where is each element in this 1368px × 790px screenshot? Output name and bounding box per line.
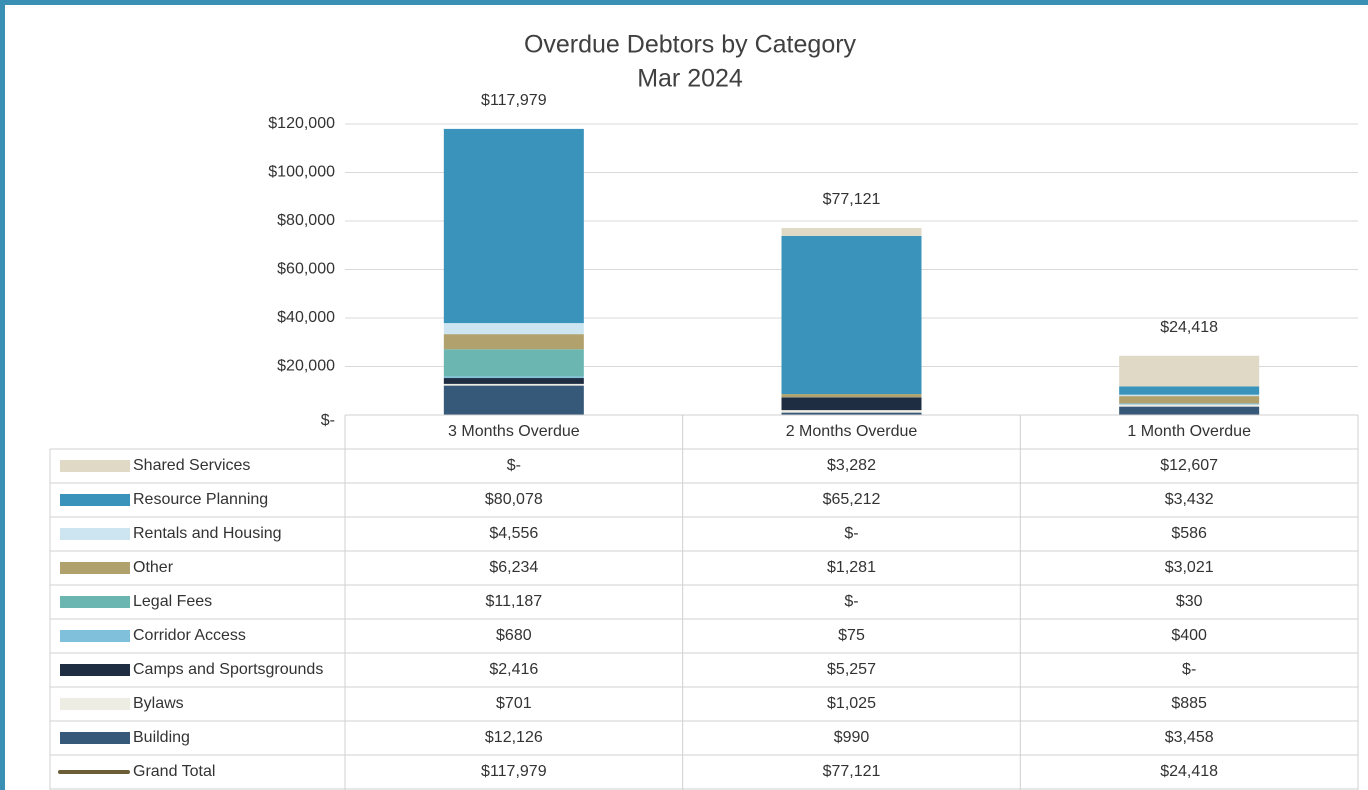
table-cell: $24,418	[1160, 763, 1218, 780]
bar-segment	[443, 378, 584, 384]
bar-segment	[1119, 404, 1260, 407]
table-cell: $30	[1176, 593, 1203, 610]
bar-segment	[443, 385, 584, 415]
x-tick-label: 1 Month Overdue	[1127, 423, 1251, 440]
legend-key	[60, 630, 130, 642]
legend-label: Legal Fees	[133, 593, 212, 610]
legend-key	[60, 664, 130, 676]
legend-key	[60, 528, 130, 540]
table-cell: $3,021	[1165, 559, 1214, 576]
bar-segment	[1119, 396, 1260, 404]
table-cell: $-	[507, 457, 521, 474]
table-cell: $6,234	[489, 559, 538, 576]
table-cell: $-	[844, 525, 858, 542]
legend-label: Bylaws	[133, 695, 184, 712]
table-cell: $75	[838, 627, 865, 644]
bar-segment	[781, 410, 922, 413]
bar-segment	[443, 383, 584, 386]
table-cell: $12,607	[1160, 457, 1218, 474]
bar-segment	[781, 412, 922, 415]
bar-segment	[443, 323, 584, 335]
table-cell: $-	[1182, 661, 1196, 678]
table-cell: $586	[1171, 525, 1207, 542]
table-cell: $3,282	[827, 457, 876, 474]
legend-key	[60, 494, 130, 506]
legend-key	[60, 596, 130, 608]
chart-title: Overdue Debtors by Category	[524, 31, 857, 59]
table-cell: $11,187	[486, 593, 543, 610]
bar-segment	[1119, 394, 1260, 397]
bar-segment	[443, 376, 584, 379]
legend-label: Rentals and Housing	[133, 525, 282, 542]
legend-key	[60, 732, 130, 744]
table-cell: $5,257	[827, 661, 876, 678]
y-tick-label: $80,000	[277, 212, 335, 229]
table-cell: $990	[834, 729, 870, 746]
bar-segment	[1119, 386, 1260, 395]
table-cell: $3,432	[1165, 491, 1214, 508]
table-cell: $-	[844, 593, 858, 610]
table-cell: $4,556	[489, 525, 538, 542]
bar-segment	[1119, 403, 1260, 405]
bar-segment	[781, 227, 922, 236]
table-cell: $77,121	[823, 763, 881, 780]
x-tick-label: 3 Months Overdue	[448, 423, 580, 440]
table-cell: $80,078	[485, 491, 543, 508]
y-tick-label: $20,000	[277, 358, 335, 375]
y-tick-label: $-	[321, 412, 335, 429]
bar-segment	[443, 334, 584, 350]
y-tick-label: $100,000	[268, 164, 335, 181]
total-label: $117,979	[481, 92, 547, 109]
table-cell: $65,212	[823, 491, 881, 508]
legend-label: Resource Planning	[133, 491, 268, 508]
legend-key	[60, 460, 130, 472]
bar-segment	[1119, 406, 1260, 415]
table-cell: $1,025	[827, 695, 876, 712]
y-tick-label: $120,000	[268, 115, 335, 132]
y-tick-label: $60,000	[277, 261, 335, 278]
table-cell: $701	[496, 695, 532, 712]
legend-key	[60, 698, 130, 710]
table-cell: $680	[496, 627, 532, 644]
legend-label: Other	[133, 559, 174, 576]
table-cell: $1,281	[827, 559, 876, 576]
table-cell: $3,458	[1165, 729, 1214, 746]
table-cell: $117,979	[481, 763, 547, 780]
legend-label: Corridor Access	[133, 627, 246, 644]
table-cell: $400	[1171, 627, 1207, 644]
legend-label: Shared Services	[133, 457, 250, 474]
table-cell: $885	[1171, 695, 1207, 712]
y-tick-label: $40,000	[277, 309, 335, 326]
table-cell: $2,416	[489, 661, 538, 678]
bar-segment	[781, 235, 922, 395]
bar-segment	[781, 394, 922, 398]
chart-subtitle: Mar 2024	[637, 65, 743, 93]
table-cell: $12,126	[485, 729, 543, 746]
legend-key	[60, 562, 130, 574]
bar-segment	[781, 397, 922, 411]
total-label: $77,121	[823, 191, 881, 208]
legend-label: Camps and Sportsgrounds	[133, 661, 323, 678]
total-label: $24,418	[1160, 319, 1218, 336]
legend-label: Grand Total	[133, 763, 215, 780]
bar-segment	[443, 128, 584, 324]
bar-segment	[1119, 355, 1260, 387]
bar-segment	[443, 349, 584, 377]
x-tick-label: 2 Months Overdue	[786, 423, 918, 440]
legend-label: Building	[133, 729, 190, 746]
